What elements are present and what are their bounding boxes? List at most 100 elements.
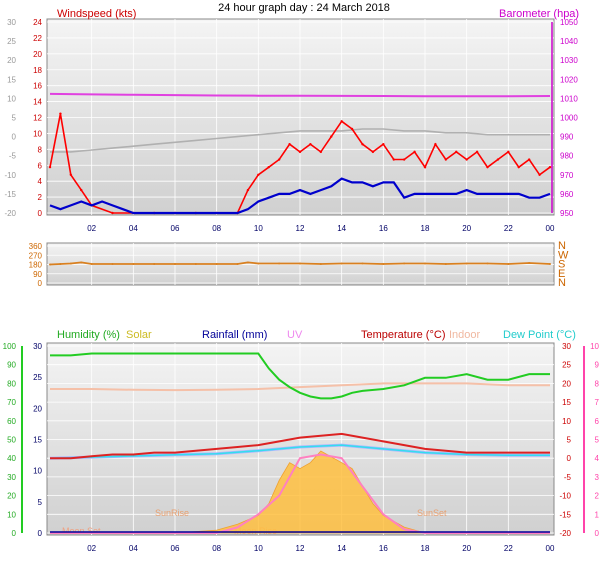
gust-point	[486, 165, 489, 169]
rain-tick: 0	[38, 529, 43, 538]
legend-temperature: Temperature (°C)	[361, 329, 445, 341]
wind-direction-point	[549, 262, 551, 265]
compass-tick: W	[558, 249, 569, 261]
gust-point	[413, 150, 416, 154]
barometer-tick: 1010	[560, 94, 578, 103]
gust-point	[434, 143, 437, 146]
x-tick: 18	[421, 224, 430, 233]
temperature-tick: 10	[562, 417, 571, 426]
uv-line	[50, 453, 550, 534]
gust-point	[330, 135, 333, 138]
humidity-tick: 70	[7, 398, 16, 407]
windspeed-tick: 2	[38, 193, 43, 202]
uv-tick: 0	[595, 529, 600, 538]
barometer-tick: 960	[560, 190, 574, 199]
barometer-tick: 1050	[560, 18, 578, 27]
wind-direction-point	[424, 262, 426, 265]
wind-direction-point	[382, 262, 385, 265]
wind-direction-point	[278, 262, 281, 265]
legend-solar: Solar	[126, 329, 152, 341]
windspeed-tick: 10	[33, 129, 42, 138]
rain-tick: 10	[33, 467, 42, 476]
gust-point	[319, 150, 323, 154]
outer-left-tick: 25	[7, 37, 16, 46]
gust-point	[80, 188, 83, 192]
x-tick: 06	[171, 224, 180, 233]
temperature-tick: 15	[562, 398, 571, 407]
legend-rainfall: Rainfall (mm)	[202, 329, 267, 341]
x-tick: 18	[421, 544, 430, 553]
humidity-line	[50, 352, 550, 400]
wind-direction-point	[59, 262, 62, 265]
uv-tick: 6	[595, 417, 600, 426]
humidity-tick: 80	[7, 379, 16, 388]
windspeed-tick: 4	[38, 177, 43, 186]
temperature-tick: -15	[559, 510, 571, 519]
temperature-tick: 5	[567, 436, 572, 445]
temperature-tick: 30	[562, 342, 571, 351]
humidity-tick: 40	[7, 454, 16, 463]
average-wind-line	[49, 177, 551, 215]
gust-point	[423, 165, 427, 169]
gust-point	[371, 150, 375, 154]
gust-point	[382, 143, 385, 146]
legend-indoor: Indoor	[449, 329, 481, 341]
gust-point	[59, 112, 62, 115]
wind-direction-point	[257, 262, 260, 265]
windspeed-tick: 18	[33, 66, 42, 75]
gust-point	[48, 165, 52, 169]
barometer-tick: 1030	[560, 56, 578, 65]
annotation-sunrise: SunRise	[155, 508, 189, 518]
gust-point	[475, 150, 479, 154]
x-tick: 14	[337, 544, 346, 553]
wind-direction-point	[403, 262, 406, 265]
windspeed-label: Windspeed (kts)	[57, 8, 136, 20]
humidity-tick: 60	[7, 417, 16, 426]
outer-left-tick: -10	[4, 171, 16, 180]
windspeed-tick: 16	[33, 82, 42, 91]
legend-uv: UV	[287, 329, 303, 341]
rain-tick: 15	[33, 436, 42, 445]
outer-left-tick: -20	[4, 209, 16, 218]
barometer-tick: 970	[560, 171, 574, 180]
x-tick: 22	[504, 224, 513, 233]
x-tick: 04	[129, 544, 138, 553]
gust-point	[538, 173, 541, 176]
x-tick: 10	[254, 224, 263, 233]
direction-tick: 270	[29, 251, 43, 260]
uv-tick: 9	[595, 361, 600, 370]
gust-point	[257, 173, 260, 176]
gust-point	[455, 150, 458, 154]
windspeed-tick: 22	[33, 34, 42, 43]
windspeed-tick: 14	[33, 98, 42, 107]
wind-direction-point	[246, 261, 249, 264]
humidity-tick: 100	[3, 342, 17, 351]
wind-direction-point	[90, 262, 93, 265]
uv-tick: 4	[595, 454, 600, 463]
rain-tick: 20	[33, 404, 42, 413]
compass-tick: N	[558, 240, 566, 252]
x-tick: 16	[379, 224, 388, 233]
indoor-line	[50, 382, 550, 392]
grid-lines	[47, 19, 554, 535]
outer-left-tick: 20	[7, 56, 16, 65]
barometer-tick: 990	[560, 133, 574, 142]
wind-direction-point	[194, 262, 197, 265]
humidity-tick: 20	[7, 492, 16, 501]
temperature-tick: -10	[559, 492, 571, 501]
axis-ticks: 302520151050-5-10-15-2024222018161412108…	[3, 18, 600, 553]
wind-direction-point	[174, 262, 176, 265]
x-tick: 10	[254, 544, 263, 553]
x-tick: 22	[504, 544, 513, 553]
gust-point	[444, 158, 448, 161]
uv-tick: 7	[595, 398, 600, 407]
barometer-line	[49, 92, 551, 98]
gust-point	[350, 127, 354, 131]
gust-point	[69, 173, 73, 176]
uv-tick: 1	[595, 510, 600, 519]
temperature-tick: -20	[559, 529, 571, 538]
uv-tick: 10	[590, 342, 599, 351]
x-tick: 14	[337, 224, 346, 233]
compass-tick: E	[558, 268, 565, 280]
direction-tick: 360	[29, 242, 43, 251]
